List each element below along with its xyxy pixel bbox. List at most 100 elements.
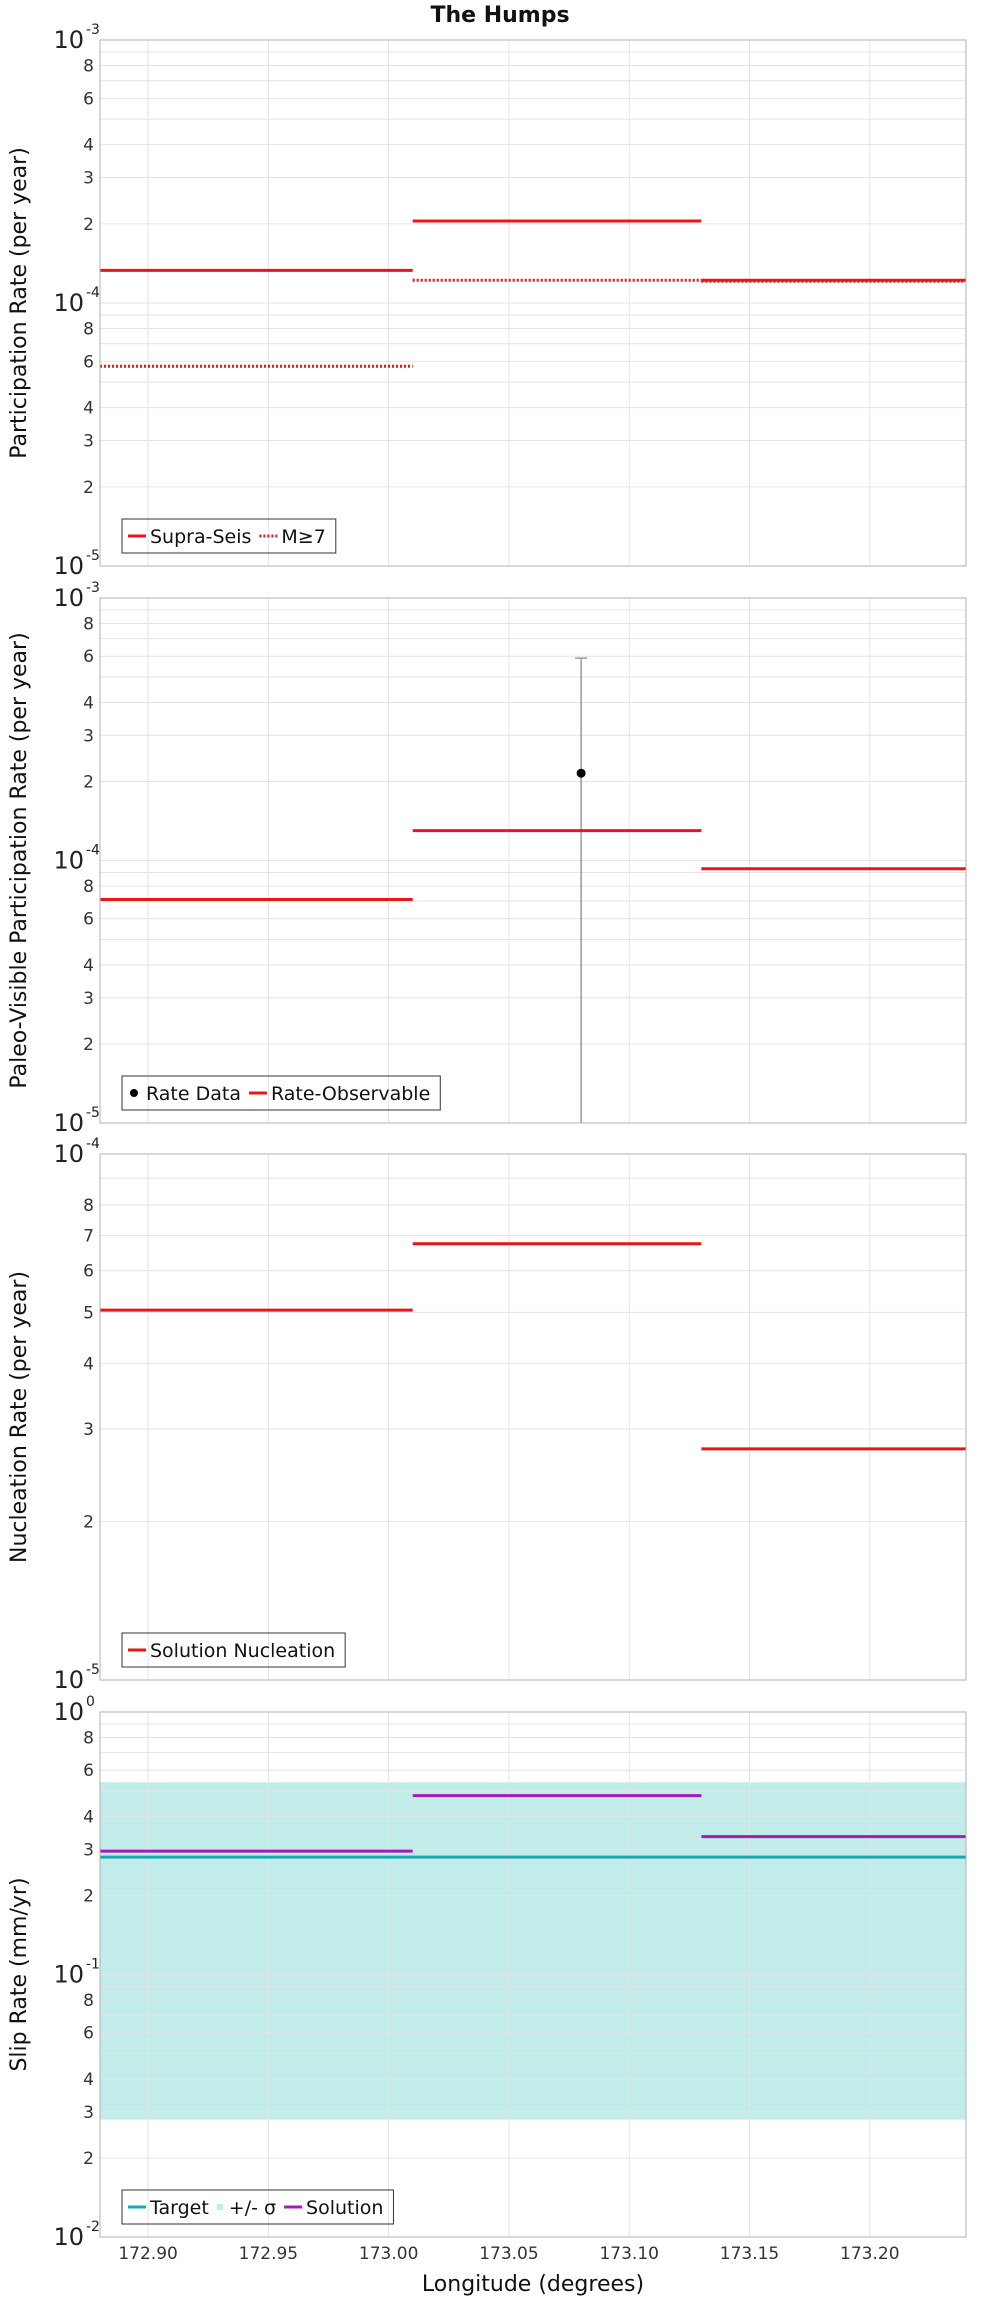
y-tick-label: 8 — [83, 1991, 94, 2011]
y-tick-exponent: -1 — [86, 1957, 100, 1973]
x-tick-label: 173.20 — [840, 2244, 899, 2264]
y-tick-label: 8 — [83, 1728, 94, 1748]
y-tick-exponent: -2 — [86, 2219, 100, 2235]
y-tick-label: 8 — [83, 1196, 94, 1216]
legend: Rate Data Rate-Observable — [121, 1075, 441, 1111]
y-tick-label: 2 — [83, 1035, 94, 1055]
legend-label: Rate-Observable — [271, 1083, 430, 1105]
y-tick-exponent: -5 — [86, 548, 100, 564]
y-tick-label: 10 — [53, 289, 84, 317]
y-tick-label: 8 — [83, 56, 94, 76]
y-tick-label: 3 — [83, 1420, 94, 1440]
y-tick-label: 6 — [83, 910, 94, 930]
y-tick-label: 6 — [83, 647, 94, 667]
x-tick-label: 173.10 — [599, 2244, 658, 2264]
y-axis-label: Participation Rate (per year) — [7, 147, 32, 459]
y-axis-label: Paleo-Visible Participation Rate (per ye… — [7, 632, 32, 1088]
y-tick-label: 6 — [83, 1761, 94, 1781]
y-tick-label: 10 — [53, 1109, 84, 1137]
y-tick-label: 6 — [83, 89, 94, 109]
y-tick-label: 10 — [53, 1140, 84, 1168]
legend-label: M≥7 — [281, 526, 325, 548]
y-tick-label: 4 — [83, 956, 94, 976]
legend-label: Solution Nucleation — [150, 1640, 335, 1662]
legend: Target +/- σ Solution — [121, 2189, 394, 2225]
x-axis-label: Longitude (degrees) — [422, 2272, 644, 2297]
y-tick-label: 7 — [83, 1226, 94, 1246]
sigma-band — [100, 1782, 966, 2120]
legend-box — [121, 1632, 346, 1668]
y-tick-label: 10 — [53, 26, 84, 54]
plot-frame — [99, 597, 967, 1124]
plot-frame — [99, 1711, 967, 2238]
chart-title: The Humps — [430, 3, 569, 28]
legend: Solution Nucleation — [121, 1632, 346, 1668]
y-tick-label: 10 — [53, 847, 84, 875]
y-tick-label: 4 — [83, 2070, 94, 2090]
legend-label: Target — [149, 2197, 209, 2219]
legend-box — [121, 518, 337, 554]
legend-marker — [216, 2204, 223, 2210]
y-tick-label: 3 — [83, 2103, 94, 2123]
legend-box — [121, 1075, 441, 1111]
y-tick-label: 8 — [83, 877, 94, 897]
y-tick-label: 2 — [83, 772, 94, 792]
y-axis-label: Slip Rate (mm/yr) — [7, 1877, 32, 2071]
y-tick-label: 4 — [83, 399, 94, 419]
y-tick-label: 8 — [83, 614, 94, 634]
legend: Supra-Seis M≥7 — [121, 518, 337, 554]
y-tick-label: 2 — [83, 2149, 94, 2169]
x-tick-label: 172.95 — [239, 2244, 298, 2264]
y-tick-label: 4 — [83, 693, 94, 713]
y-tick-label: 4 — [83, 1807, 94, 1827]
y-tick-label: 3 — [83, 1840, 94, 1860]
y-tick-label: 5 — [83, 1303, 94, 1323]
legend-label: +/- σ — [229, 2197, 276, 2219]
y-tick-label: 2 — [83, 1886, 94, 1906]
y-tick-exponent: -5 — [86, 1105, 100, 1121]
y-tick-label: 3 — [83, 432, 94, 452]
y-tick-exponent: -3 — [86, 22, 100, 38]
y-tick-label: 4 — [83, 136, 94, 156]
legend-label: Solution — [306, 2197, 383, 2219]
y-tick-label: 6 — [83, 352, 94, 372]
y-tick-label: 10 — [53, 1666, 84, 1694]
y-tick-label: 10 — [53, 1961, 84, 1989]
rate-data-point — [576, 768, 586, 778]
x-tick-label: 172.90 — [118, 2244, 177, 2264]
y-tick-exponent: -4 — [86, 1136, 100, 1152]
y-tick-label: 3 — [83, 989, 94, 1009]
y-tick-label: 6 — [83, 1262, 94, 1282]
y-tick-label: 3 — [83, 726, 94, 746]
plot-frame — [99, 1153, 967, 1681]
y-tick-label: 2 — [83, 478, 94, 498]
y-tick-label: 10 — [53, 552, 84, 580]
legend-marker — [130, 1089, 138, 1097]
y-tick-label: 4 — [83, 1354, 94, 1374]
y-tick-exponent: 0 — [86, 1694, 95, 1710]
legend-label: Rate Data — [146, 1083, 241, 1105]
y-tick-exponent: -3 — [86, 580, 100, 596]
legend-label: Supra-Seis — [150, 526, 251, 548]
y-tick-label: 2 — [83, 1513, 94, 1533]
x-tick-label: 173.00 — [359, 2244, 418, 2264]
plot-area — [100, 1154, 966, 1680]
x-tick-label: 173.05 — [479, 2244, 538, 2264]
y-tick-label: 2 — [83, 215, 94, 235]
x-tick-label: 173.15 — [720, 2244, 779, 2264]
y-tick-label: 3 — [83, 169, 94, 189]
y-tick-label: 6 — [83, 2024, 94, 2044]
y-tick-exponent: -4 — [86, 285, 100, 301]
y-tick-exponent: -4 — [86, 843, 100, 859]
y-tick-label: 10 — [53, 2223, 84, 2251]
plot-frame — [99, 39, 967, 567]
y-tick-exponent: -5 — [86, 1662, 100, 1678]
y-tick-label: 10 — [53, 1698, 84, 1726]
legend-box — [121, 2189, 394, 2225]
